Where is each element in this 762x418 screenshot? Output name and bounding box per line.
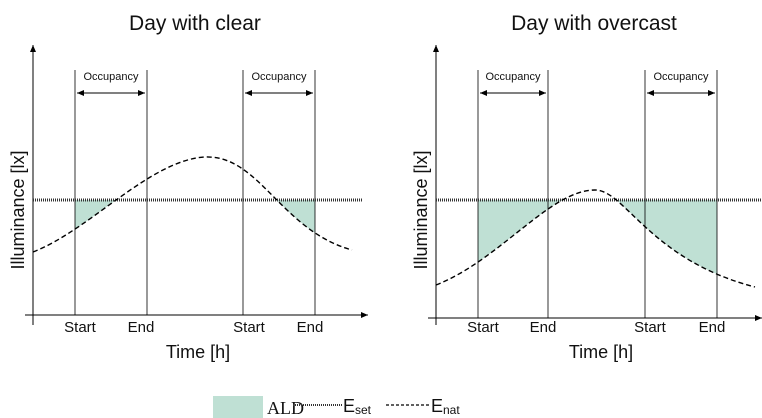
x-tick-label: Start bbox=[634, 319, 667, 336]
occupancy-label: Occupancy bbox=[251, 71, 307, 83]
ald-area bbox=[276, 200, 315, 233]
occupancy-label: Occupancy bbox=[485, 71, 541, 83]
legend: ALD E set E nat bbox=[213, 396, 460, 418]
x-tick-label: End bbox=[128, 319, 155, 336]
enat-curve bbox=[435, 189, 756, 288]
occupancy-label: Occupancy bbox=[653, 71, 709, 83]
ald-area bbox=[616, 200, 717, 275]
legend-label-sub: set bbox=[355, 403, 372, 417]
y-axis-label: Illuminance [lx] bbox=[411, 150, 431, 269]
legend-label-sub: nat bbox=[443, 403, 460, 417]
x-tick-label: End bbox=[699, 319, 726, 336]
x-axis-label: Time [h] bbox=[166, 342, 230, 362]
panel-overcast: Day with overcast Occupancy Occupancy St… bbox=[411, 12, 762, 362]
legend-label: E bbox=[431, 396, 443, 416]
panel-title: Day with overcast bbox=[511, 12, 677, 35]
panel-clear: Day with clear Occupancy Occupancy Start… bbox=[8, 12, 368, 362]
x-tick-label: End bbox=[297, 319, 324, 336]
enat-curve bbox=[32, 156, 353, 253]
y-axis-label: Illuminance [lx] bbox=[8, 150, 28, 269]
x-tick-label: Start bbox=[233, 319, 266, 336]
legend-label: E bbox=[343, 396, 355, 416]
x-axis-label: Time [h] bbox=[569, 342, 633, 362]
legend-swatch bbox=[213, 396, 263, 418]
legend-label: ALD bbox=[267, 398, 304, 418]
x-tick-label: Start bbox=[467, 319, 500, 336]
panel-title: Day with clear bbox=[129, 12, 261, 35]
occupancy-label: Occupancy bbox=[83, 71, 139, 83]
x-tick-label: End bbox=[530, 319, 557, 336]
x-tick-label: Start bbox=[64, 319, 97, 336]
